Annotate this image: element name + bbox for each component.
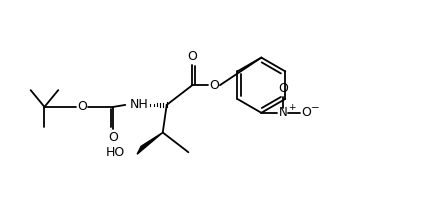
Text: O: O bbox=[108, 131, 118, 144]
Text: HO: HO bbox=[106, 146, 125, 159]
Text: O: O bbox=[300, 106, 310, 119]
Text: NH: NH bbox=[129, 98, 148, 112]
Text: +: + bbox=[287, 103, 295, 112]
Text: O: O bbox=[209, 79, 218, 92]
Text: O: O bbox=[77, 100, 87, 113]
Text: O: O bbox=[277, 82, 287, 95]
Text: −: − bbox=[310, 103, 319, 113]
Text: N: N bbox=[278, 106, 287, 119]
Text: O: O bbox=[187, 50, 197, 63]
Polygon shape bbox=[137, 133, 163, 154]
